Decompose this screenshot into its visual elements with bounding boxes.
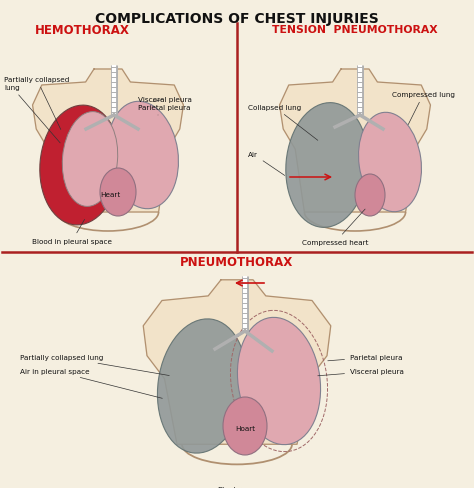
Ellipse shape (157, 319, 246, 453)
Ellipse shape (108, 102, 179, 209)
Ellipse shape (286, 103, 368, 228)
Text: Visceral pleura: Visceral pleura (318, 368, 404, 376)
Text: Air in pleural space: Air in pleural space (20, 368, 162, 399)
Ellipse shape (100, 169, 136, 217)
Text: Diaphragm: Diaphragm (217, 486, 257, 488)
Text: Collapsed lung: Collapsed lung (248, 105, 318, 141)
Text: Parietal pleura: Parietal pleura (138, 105, 191, 116)
Text: Hoart: Hoart (235, 425, 255, 431)
Text: Compressed lung: Compressed lung (392, 92, 455, 125)
Text: Compressed heart: Compressed heart (302, 210, 368, 245)
Polygon shape (33, 70, 183, 213)
Ellipse shape (62, 112, 118, 207)
Polygon shape (143, 280, 331, 445)
Ellipse shape (237, 318, 320, 445)
Text: Partially collapsed: Partially collapsed (4, 77, 69, 130)
Text: Blood in pleural space: Blood in pleural space (32, 220, 112, 244)
Text: PNEUMOTHORAX: PNEUMOTHORAX (181, 255, 293, 268)
Polygon shape (280, 70, 430, 213)
Ellipse shape (40, 106, 120, 225)
Text: HEMOTHORAX: HEMOTHORAX (35, 23, 129, 37)
Text: Parietal pleura: Parietal pleura (328, 354, 402, 361)
Text: COMPLICATIONS OF CHEST INJURIES: COMPLICATIONS OF CHEST INJURIES (95, 12, 379, 26)
Text: lung: lung (4, 85, 60, 143)
Text: Air: Air (248, 152, 285, 176)
Text: Partially collapsed lung: Partially collapsed lung (20, 354, 169, 376)
Ellipse shape (355, 175, 385, 217)
Text: TENSION  PNEUMOTHORAX: TENSION PNEUMOTHORAX (272, 25, 438, 35)
Ellipse shape (358, 113, 421, 212)
Text: Heart: Heart (100, 192, 120, 198)
Text: Visceral pleura: Visceral pleura (138, 97, 192, 103)
Ellipse shape (223, 397, 267, 455)
